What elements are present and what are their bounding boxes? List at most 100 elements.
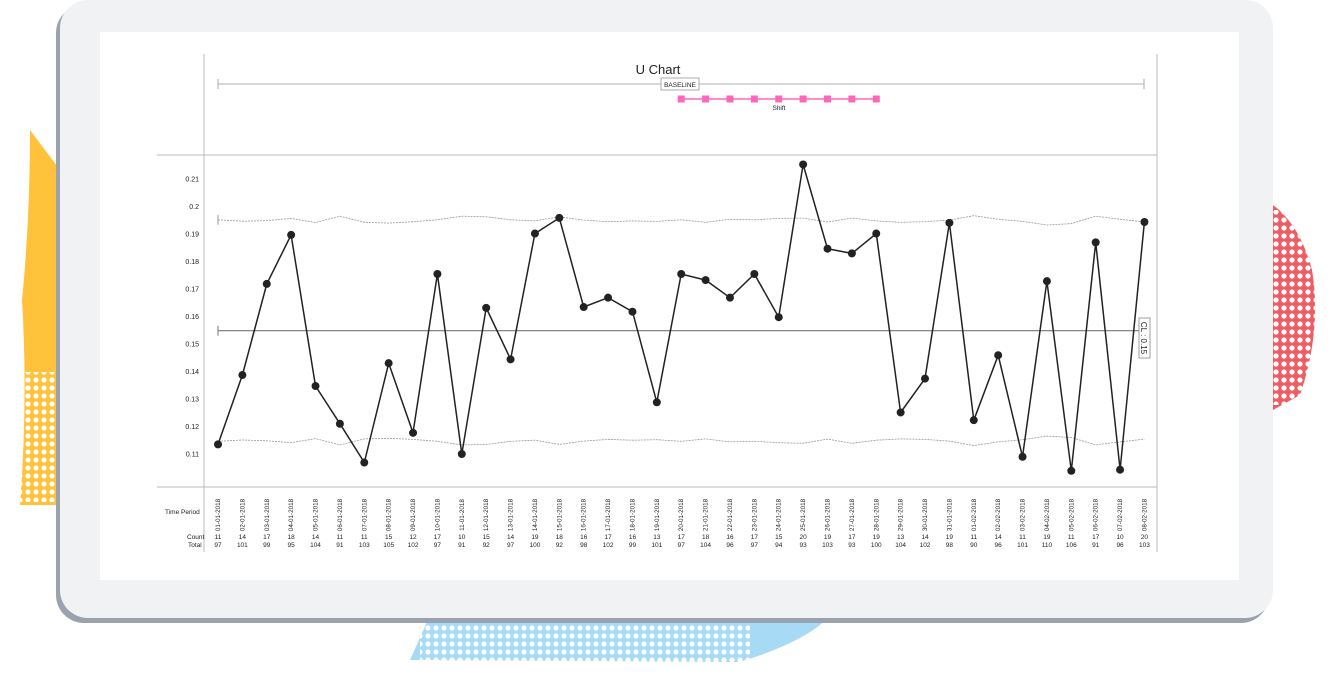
x-tick-label: 05-02-2018	[1068, 498, 1075, 531]
total-cell: 95	[288, 542, 296, 549]
count-cell: 18	[288, 534, 296, 541]
total-cell: 103	[822, 542, 833, 549]
count-cell: 17	[751, 534, 759, 541]
data-point	[335, 419, 344, 428]
count-cell: 17	[434, 534, 442, 541]
shift-marker	[677, 95, 685, 103]
x-tick-label: 04-01-2018	[288, 498, 295, 531]
data-point	[311, 382, 320, 391]
data-point	[799, 160, 808, 169]
x-tick-label: 03-01-2018	[264, 498, 271, 531]
data-point	[1067, 466, 1076, 475]
count-cell: 14	[312, 534, 320, 541]
count-cell: 19	[946, 534, 954, 541]
data-point	[847, 249, 856, 258]
total-cell: 103	[359, 542, 370, 549]
data-point	[530, 229, 539, 238]
total-cell: 99	[629, 542, 637, 549]
cl-label: CL : 0.15	[1139, 322, 1148, 355]
total-cell: 102	[920, 542, 931, 549]
data-point	[774, 313, 783, 322]
shift-marker	[775, 95, 783, 103]
data-point	[628, 307, 637, 316]
data-point	[945, 218, 954, 227]
total-cell: 91	[1092, 542, 1100, 549]
data-point	[1091, 238, 1100, 247]
x-tick-label: 06-02-2018	[1093, 498, 1100, 531]
y-tick-label: 0.16	[185, 314, 199, 321]
x-tick-label: 01-01-2018	[215, 498, 222, 531]
data-point	[457, 450, 466, 459]
total-cell: 92	[556, 542, 564, 549]
x-tick-label: 24-01-2018	[776, 498, 783, 531]
baseline-label: BASELINE	[664, 82, 696, 89]
count-cell: 12	[409, 534, 417, 541]
total-cell: 104	[700, 542, 711, 549]
data-point	[1116, 465, 1125, 474]
count-cell: 14	[921, 534, 929, 541]
data-point	[360, 458, 369, 467]
total-cell: 98	[580, 542, 588, 549]
y-tick-label: 0.12	[185, 424, 199, 431]
shift-markers	[677, 95, 880, 103]
total-cell: 110	[1042, 542, 1053, 549]
count-cell: 16	[726, 534, 734, 541]
count-cell: 19	[531, 534, 539, 541]
data-point	[994, 351, 1003, 360]
x-tick-label: 19-01-2018	[654, 498, 661, 531]
x-tick-label: 27-01-2018	[849, 498, 856, 531]
total-cell: 96	[995, 542, 1003, 549]
shift-marker	[702, 95, 710, 103]
data-point	[896, 408, 905, 417]
total-cell: 96	[1116, 542, 1124, 549]
count-cell: 17	[678, 534, 686, 541]
data-point	[677, 270, 686, 279]
count-cell: 16	[580, 534, 588, 541]
count-cell: 20	[800, 534, 808, 541]
chart-screen	[100, 32, 1239, 580]
x-tick-label: 02-01-2018	[239, 498, 246, 531]
x-tick-label: 09-01-2018	[410, 498, 417, 531]
data-point	[506, 355, 515, 364]
data-point	[701, 276, 710, 285]
total-cell: 104	[895, 542, 906, 549]
count-cell: 14	[239, 534, 247, 541]
x-tick-label: 20-01-2018	[678, 498, 685, 531]
data-point	[287, 230, 296, 239]
y-tick-label: 0.21	[185, 177, 199, 184]
total-cell: 91	[458, 542, 466, 549]
count-cell: 11	[970, 534, 977, 541]
x-tick-label: 23-01-2018	[751, 498, 758, 531]
x-tick-label: 06-01-2018	[337, 498, 344, 531]
count-cell: 17	[263, 534, 271, 541]
y-tick-label: 0.15	[185, 342, 199, 349]
total-cell: 97	[751, 542, 759, 549]
count-cell: 11	[1019, 534, 1026, 541]
total-cell: 101	[651, 542, 662, 549]
count-cell: 20	[1141, 534, 1149, 541]
lower-control-limit	[217, 435, 1145, 446]
y-axis-ticks: 0.11 0.12 0.13 0.14 0.15 0.16 0.17 0.18 0.19 0.2 0…	[185, 177, 199, 459]
x-tick-label: 21-01-2018	[703, 498, 710, 531]
data-point	[482, 303, 491, 312]
data-point	[969, 416, 978, 425]
total-cell: 97	[678, 542, 686, 549]
y-tick-label: 0.13	[185, 397, 199, 404]
data-point	[872, 229, 881, 238]
total-cell: 104	[310, 542, 321, 549]
x-tick-label: 22-01-2018	[727, 498, 734, 531]
count-cell: 14	[995, 534, 1003, 541]
x-tick-label: 17-01-2018	[605, 498, 612, 531]
count-row-label: Count	[187, 534, 205, 541]
time-period-row-label: Time Period	[165, 509, 200, 516]
shift-marker	[824, 95, 831, 103]
u-chart: U Chart BASELINE Shift 0.110.120.130.140…	[157, 54, 1158, 552]
x-tick-label: 16-01-2018	[581, 498, 588, 531]
data-point	[823, 244, 832, 253]
count-cell: 18	[556, 534, 564, 541]
cl-label-group: CL : 0.15	[1138, 317, 1151, 359]
baseline-label-box	[660, 77, 700, 91]
y-tick-label: 0.19	[185, 232, 199, 239]
data-point	[604, 293, 613, 302]
